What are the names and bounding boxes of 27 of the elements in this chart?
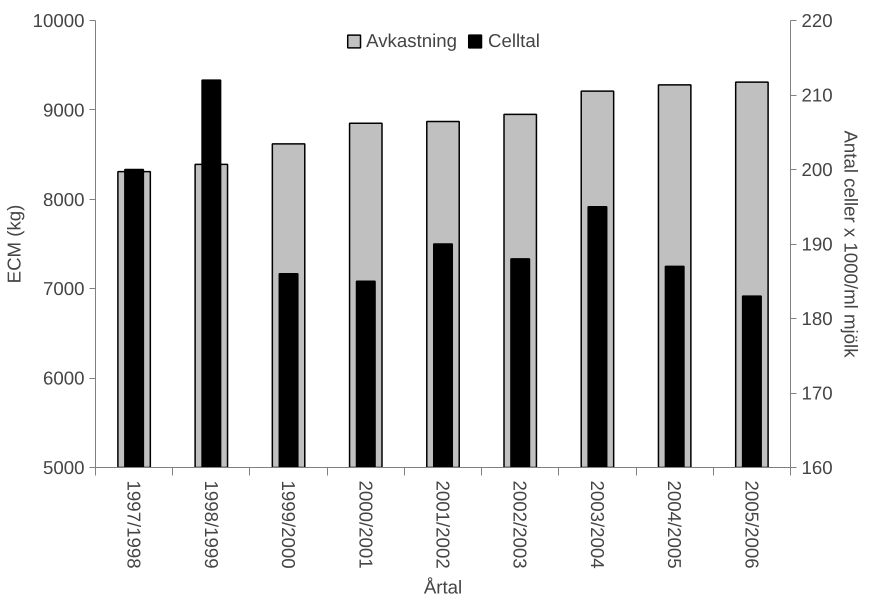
y2-tick-label: 160 (802, 457, 833, 478)
y-tick-label: 5000 (42, 457, 85, 478)
x-tick-label: 1999/2000 (278, 480, 300, 569)
x-tick-label: 1998/1999 (200, 480, 222, 569)
x-tick-label: 2002/2003 (510, 480, 531, 569)
legend-label: Celltal (488, 30, 540, 52)
y-tick-label: 7000 (42, 278, 85, 300)
legend-label: Avkastning (366, 30, 458, 52)
x-tick-label: 2003/2004 (586, 480, 608, 569)
y2-tick-label: 180 (802, 308, 833, 329)
y2-tick-label: 190 (802, 234, 833, 254)
x-tick-label: 2004/2005 (664, 480, 686, 569)
y2-axis-title: Antal celler x 1000/ml mjölk (840, 130, 862, 358)
x-tick-label: 2005/2006 (741, 480, 762, 569)
y-tick-label: 8000 (42, 188, 85, 210)
y2-tick-label: 200 (802, 159, 833, 180)
x-tick-label: 2001/2002 (432, 480, 454, 569)
y2-tick-label: 170 (802, 382, 833, 404)
y-axis-title: ECM (kg) (4, 204, 25, 284)
y2-tick-label: 210 (802, 84, 833, 106)
x-tick-label: 2000/2001 (355, 480, 376, 569)
y2-tick-label: 220 (802, 10, 833, 31)
x-axis-title: Årtal (424, 576, 462, 598)
x-tick-label: 1997/1998 (124, 480, 145, 569)
y-tick-label: 10000 (32, 10, 85, 31)
y-tick-label: 6000 (42, 368, 85, 389)
y-tick-label: 9000 (42, 99, 85, 120)
